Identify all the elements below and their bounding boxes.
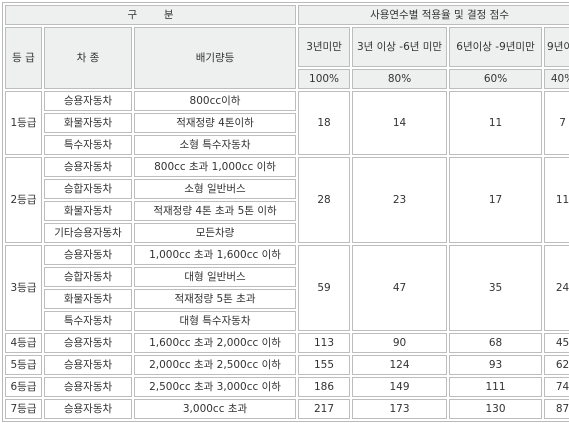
displacement-cell: 2,000cc 초과 2,500cc 이하 [134, 355, 297, 375]
grade-cell: 6등급 [5, 377, 42, 397]
score-cell: 24 [544, 245, 569, 331]
table-row: 2등급 승용자동차 800cc 초과 1,000cc 이하 28 23 17 11 [5, 157, 569, 243]
period-header: 6년이상 -9년미만 [449, 27, 543, 67]
table-row: 5등급 승용자동차 2,000cc 초과 2,500cc 이하 155 124 93 62 [5, 355, 569, 375]
table-row: 화물자동차 적재정량 5톤 초과 [5, 289, 569, 309]
displacement-cell: 대형 일반버스 [134, 267, 297, 287]
grade-cell: 5등급 [5, 355, 42, 375]
table-row: 7등급 승용자동차 3,000cc 초과 217 173 130 87 [5, 399, 569, 419]
score-cell: 68 [449, 333, 543, 353]
grade-cell: 1등급 [5, 91, 42, 155]
grade-cell: 2등급 [5, 157, 42, 243]
header-row-top: 구 분 사용연수별 적용율 및 결정 점수 [5, 5, 569, 25]
vehicle-type-cell: 화물자동차 [44, 289, 132, 309]
score-cell: 186 [298, 377, 351, 397]
score-cell: 45 [544, 333, 569, 353]
vehicle-type-cell: 특수자동차 [44, 311, 132, 331]
vehicle-type-cell: 특수자동차 [44, 135, 132, 155]
displacement-cell: 대형 특수자동차 [134, 311, 297, 331]
displacement-cell: 적재정량 4톤 초과 5톤 이하 [134, 201, 297, 221]
displacement-cell: 3,000cc 초과 [134, 399, 297, 419]
score-cell: 47 [352, 245, 448, 331]
table-row: 기타승용자동차 모든차량 [5, 223, 569, 243]
score-cell: 35 [449, 245, 543, 331]
score-cell: 62 [544, 355, 569, 375]
vehicle-type-header: 차 종 [44, 27, 132, 89]
score-cell: 113 [298, 333, 351, 353]
period-header: 9년이상 [544, 27, 569, 67]
header-row-periods: 등 급 차 종 배기량등 3년미만 3년 이상 -6년 미만 6년이상 -9년미… [5, 27, 569, 89]
score-cell: 59 [298, 245, 351, 331]
displacement-cell: 적재정량 5톤 초과 [134, 289, 297, 309]
displacement-cell: 모든차량 [134, 223, 297, 243]
displacement-cell: 소형 특수자동차 [134, 135, 297, 155]
grade-cell: 4등급 [5, 333, 42, 353]
classification-header: 구 분 [5, 5, 297, 25]
vehicle-type-cell: 승용자동차 [44, 157, 132, 177]
score-cell: 217 [298, 399, 351, 419]
table-row: 화물자동차 적재정량 4톤이하 [5, 113, 569, 133]
score-cell: 23 [352, 157, 448, 243]
rate-value: 80% [352, 69, 448, 89]
table-row: 6등급 승용자동차 2,500cc 초과 3,000cc 이하 186 149 111 74 [5, 377, 569, 397]
score-cell: 11 [449, 91, 543, 155]
vehicle-type-cell: 승합자동차 [44, 179, 132, 199]
rate-value: 60% [449, 69, 543, 89]
table-row: 승합자동차 대형 일반버스 [5, 267, 569, 287]
vehicle-type-cell: 화물자동차 [44, 113, 132, 133]
displacement-header: 배기량등 [134, 27, 297, 89]
table-row: 1등급 승용자동차 800cc이하 18 14 11 7 [5, 91, 569, 155]
displacement-cell: 적재정량 4톤이하 [134, 113, 297, 133]
score-cell: 87 [544, 399, 569, 419]
rate-value: 40% [544, 69, 569, 89]
header-row-rates: 100% 80% 60% 40% [5, 69, 569, 89]
grade-cell: 3등급 [5, 245, 42, 331]
table-row: 승합자동차 소형 일반버스 [5, 179, 569, 199]
period-header: 3년미만 [298, 27, 351, 67]
displacement-cell: 1,000cc 초과 1,600cc 이하 [134, 245, 297, 265]
vehicle-type-cell: 화물자동차 [44, 201, 132, 221]
displacement-cell: 소형 일반버스 [134, 179, 297, 199]
vehicle-type-cell: 승합자동차 [44, 267, 132, 287]
vehicle-type-cell: 승용자동차 [44, 245, 132, 265]
score-cell: 28 [298, 157, 351, 243]
table-row: 3등급 승용자동차 1,000cc 초과 1,600cc 이하 59 47 35 24 [5, 245, 569, 331]
grade-cell: 7등급 [5, 399, 42, 419]
displacement-cell: 2,500cc 초과 3,000cc 이하 [134, 377, 297, 397]
grade-header: 등 급 [5, 27, 42, 89]
vehicle-type-cell: 승용자동차 [44, 399, 132, 419]
score-cell: 149 [352, 377, 448, 397]
score-cell: 14 [352, 91, 448, 155]
rate-value: 100% [298, 69, 351, 89]
applied-rate-header: 사용연수별 적용율 및 결정 점수 [298, 5, 569, 25]
vehicle-type-cell: 승용자동차 [44, 377, 132, 397]
score-cell: 7 [544, 91, 569, 155]
score-cell: 93 [449, 355, 543, 375]
score-cell: 111 [449, 377, 543, 397]
score-cell: 173 [352, 399, 448, 419]
vehicle-type-cell: 기타승용자동차 [44, 223, 132, 243]
table-row: 4등급 승용자동차 1,600cc 초과 2,000cc 이하 113 90 68 45 [5, 333, 569, 353]
score-cell: 90 [352, 333, 448, 353]
vehicle-type-cell: 승용자동차 [44, 91, 132, 111]
score-cell: 17 [449, 157, 543, 243]
table-row: 화물자동차 적재정량 4톤 초과 5톤 이하 [5, 201, 569, 221]
displacement-cell: 1,600cc 초과 2,000cc 이하 [134, 333, 297, 353]
score-cell: 155 [298, 355, 351, 375]
period-header: 3년 이상 -6년 미만 [352, 27, 448, 67]
table-row: 특수자동차 소형 특수자동차 [5, 135, 569, 155]
displacement-cell: 800cc이하 [134, 91, 297, 111]
table-row: 특수자동차 대형 특수자동차 [5, 311, 569, 331]
score-cell: 130 [449, 399, 543, 419]
score-cell: 124 [352, 355, 448, 375]
vehicle-type-cell: 승용자동차 [44, 355, 132, 375]
displacement-cell: 800cc 초과 1,000cc 이하 [134, 157, 297, 177]
score-cell: 74 [544, 377, 569, 397]
score-cell: 18 [298, 91, 351, 155]
vehicle-type-cell: 승용자동차 [44, 333, 132, 353]
score-cell: 11 [544, 157, 569, 243]
